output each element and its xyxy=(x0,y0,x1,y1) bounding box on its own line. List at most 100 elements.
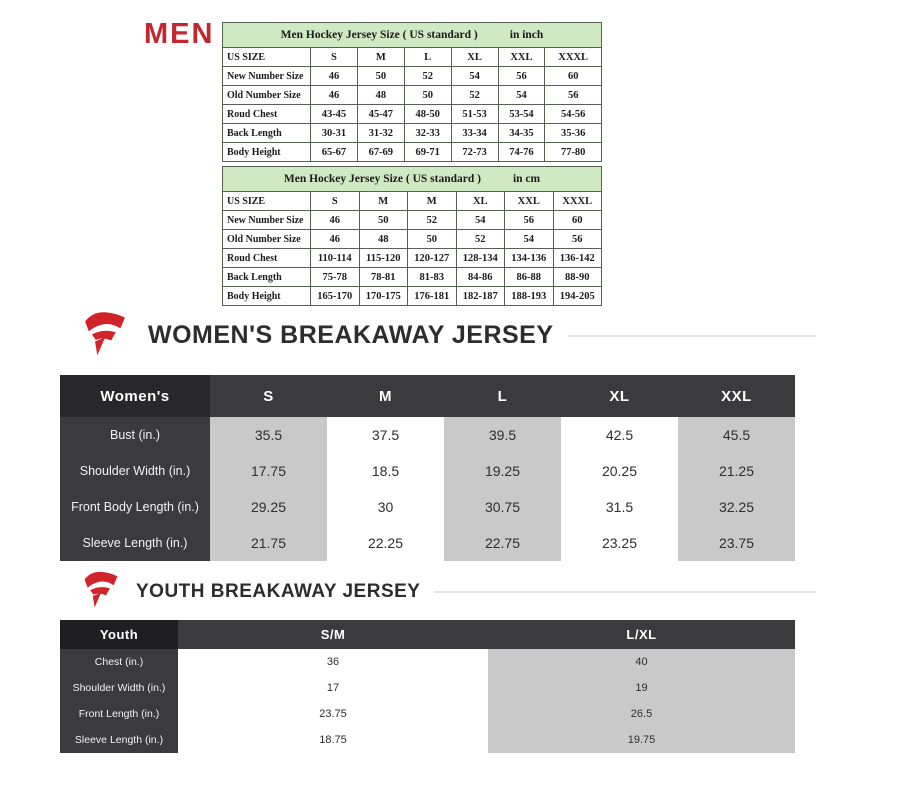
table-cell: 35.5 xyxy=(210,417,327,453)
table-cell: 54 xyxy=(455,210,505,230)
table-cell: 48-50 xyxy=(403,104,452,124)
column-header: US SIZE xyxy=(222,191,311,211)
table-cell: 50 xyxy=(407,229,457,249)
table-cell: 72-73 xyxy=(450,142,499,162)
table-cell: 51-53 xyxy=(450,104,499,124)
section-divider xyxy=(567,334,816,337)
table-cell: 21.75 xyxy=(210,525,327,561)
table-cell: 56 xyxy=(497,66,546,86)
table-row: Body Height 165-170 170-175 176-181 182-187 1… xyxy=(222,286,602,306)
table-cell: 136-142 xyxy=(552,248,602,268)
table-cell: 182-187 xyxy=(455,286,505,306)
table-cell: 23.25 xyxy=(561,525,678,561)
table-cell: 22.25 xyxy=(327,525,444,561)
table-cell: 54-56 xyxy=(544,104,602,124)
table-title-cell: Men Hockey Jersey Size ( US standard ) in… xyxy=(222,22,602,48)
table-cell: 31-32 xyxy=(356,123,405,143)
table-cell: 188-193 xyxy=(504,286,554,306)
table-cell: 78-81 xyxy=(358,267,408,287)
table-cell: 69-71 xyxy=(403,142,452,162)
table-cell: 170-175 xyxy=(358,286,408,306)
table-cell: 134-136 xyxy=(504,248,554,268)
table-row: Old Number Size 46 48 50 52 54 56 xyxy=(222,85,602,105)
table-cell: 19.75 xyxy=(488,727,795,753)
table-cell: 50 xyxy=(403,85,452,105)
table-row: Old Number Size 46 48 50 52 54 56 xyxy=(222,229,602,249)
row-label: Back Length xyxy=(222,267,311,287)
column-header: US SIZE xyxy=(222,47,311,67)
table-cell: 60 xyxy=(544,66,602,86)
table-cell: 84-86 xyxy=(455,267,505,287)
table-cell: 35-36 xyxy=(544,123,602,143)
men-section-label: MEN xyxy=(144,18,215,50)
table-cell: 19 xyxy=(488,675,795,701)
table-cell: 52 xyxy=(455,229,505,249)
table-cell: 52 xyxy=(403,66,452,86)
table-cell: 60 xyxy=(552,210,602,230)
table-cell: 50 xyxy=(358,210,408,230)
row-label: New Number Size xyxy=(222,210,311,230)
table-header-row: US SIZE S M M XL XXL XXXL xyxy=(222,191,602,211)
table-cell: 75-78 xyxy=(310,267,360,287)
table-cell: 32.25 xyxy=(678,489,795,525)
table-unit: in inch xyxy=(509,29,544,41)
column-header: XL xyxy=(455,191,505,211)
column-header: XXL xyxy=(497,47,546,67)
youth-table-container: Youth S/M L/XL Chest (in.) 36 40 Shoulder Widt… xyxy=(60,620,795,753)
youth-size-table: Youth S/M L/XL Chest (in.) 36 40 Shoulder Widt… xyxy=(60,620,795,753)
section-divider xyxy=(434,590,816,593)
column-header: S xyxy=(210,375,327,417)
row-label: Chest (in.) xyxy=(60,649,178,675)
table-cell: 67-69 xyxy=(356,142,405,162)
table-title-row: Men Hockey Jersey Size ( US standard ) in… xyxy=(222,22,602,48)
row-label: Roud Chest xyxy=(222,104,311,124)
table-cell: 115-120 xyxy=(358,248,408,268)
table-cell: 56 xyxy=(504,210,554,230)
table-cell: 46 xyxy=(310,229,360,249)
men-size-table-cm: Men Hockey Jersey Size ( US standard ) in… xyxy=(222,166,602,306)
table-cell: 31.5 xyxy=(561,489,678,525)
table-cell: 128-134 xyxy=(455,248,505,268)
youth-section-title: YOUTH BREAKAWAY JERSEY xyxy=(136,580,421,602)
row-label: Sleeve Length (in.) xyxy=(60,727,178,753)
table-cell: 17 xyxy=(178,675,488,701)
youth-section-header: YOUTH BREAKAWAY JERSEY xyxy=(82,568,816,615)
column-header: L/XL xyxy=(488,620,795,649)
table-cell: 42.5 xyxy=(561,417,678,453)
table-row: Chest (in.) 36 40 xyxy=(60,649,795,675)
womens-size-table: Women's S M L XL XXL Bust (in.) 35.5 37.5 39.5 42.… xyxy=(60,375,795,561)
fanatics-logo-icon xyxy=(82,568,120,615)
table-header-row: Youth S/M L/XL xyxy=(60,620,795,649)
table-cell: 32-33 xyxy=(403,123,452,143)
row-label: Body Height xyxy=(222,286,311,306)
table-cell: 37.5 xyxy=(327,417,444,453)
row-label: Sleeve Length (in.) xyxy=(60,525,210,561)
men-size-table-inch: Men Hockey Jersey Size ( US standard ) in… xyxy=(222,22,602,162)
table-cell: 74-76 xyxy=(497,142,546,162)
table-header-row: US SIZE S M L XL XXL XXXL xyxy=(222,47,602,67)
row-label: Shoulder Width (in.) xyxy=(60,675,178,701)
column-header: XL xyxy=(450,47,499,67)
table-row: Shoulder Width (in.) 17 19 xyxy=(60,675,795,701)
column-header: S/M xyxy=(178,620,488,649)
row-label: Roud Chest xyxy=(222,248,311,268)
column-header: Women's xyxy=(60,375,210,417)
table-title-cell: Men Hockey Jersey Size ( US standard ) in… xyxy=(222,166,602,192)
table-cell: 29.25 xyxy=(210,489,327,525)
table-cell: 65-67 xyxy=(310,142,358,162)
table-title: Men Hockey Jersey Size ( US standard ) xyxy=(280,29,478,41)
table-title: Men Hockey Jersey Size ( US standard ) xyxy=(283,173,481,185)
column-header: S xyxy=(310,47,358,67)
row-label: Front Length (in.) xyxy=(60,701,178,727)
table-cell: 54 xyxy=(450,66,499,86)
column-header: M xyxy=(327,375,444,417)
men-tables-container: Men Hockey Jersey Size ( US standard ) in… xyxy=(222,22,602,310)
table-cell: 53-54 xyxy=(497,104,546,124)
table-cell: 45-47 xyxy=(356,104,405,124)
table-row: Body Height 65-67 67-69 69-71 72-73 74-76 77-8… xyxy=(222,142,602,162)
table-cell: 26.5 xyxy=(488,701,795,727)
column-header: XL xyxy=(561,375,678,417)
table-row: Roud Chest 110-114 115-120 120-127 128-134 13… xyxy=(222,248,602,268)
column-header: S xyxy=(310,191,360,211)
table-cell: 48 xyxy=(356,85,405,105)
